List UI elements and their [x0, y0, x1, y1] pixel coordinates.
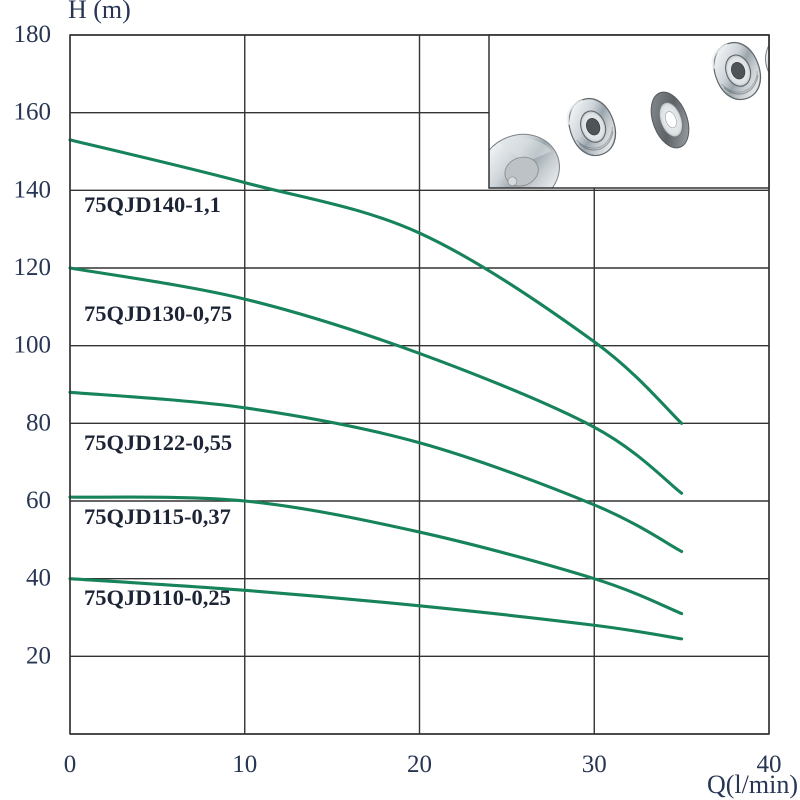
- svg-text:120: 120: [14, 254, 52, 281]
- svg-text:10: 10: [232, 751, 257, 778]
- svg-text:0: 0: [64, 751, 77, 778]
- svg-text:75QJD115-0,37: 75QJD115-0,37: [84, 504, 231, 529]
- svg-text:20: 20: [26, 642, 51, 669]
- svg-text:180: 180: [14, 21, 52, 48]
- svg-text:100: 100: [14, 332, 52, 359]
- svg-text:H (m): H (m): [68, 0, 131, 24]
- svg-text:60: 60: [26, 487, 51, 514]
- svg-text:140: 140: [14, 176, 52, 203]
- svg-text:30: 30: [582, 751, 607, 778]
- svg-text:20: 20: [407, 751, 432, 778]
- svg-text:80: 80: [26, 409, 51, 436]
- svg-text:75QJD140-1,1: 75QJD140-1,1: [84, 192, 221, 217]
- svg-text:75QJD122-0,55: 75QJD122-0,55: [84, 430, 232, 455]
- svg-text:75QJD130-0,75: 75QJD130-0,75: [84, 301, 232, 326]
- svg-text:160: 160: [14, 99, 52, 126]
- svg-text:40: 40: [26, 565, 51, 592]
- svg-text:Q(l/min): Q(l/min): [707, 770, 798, 799]
